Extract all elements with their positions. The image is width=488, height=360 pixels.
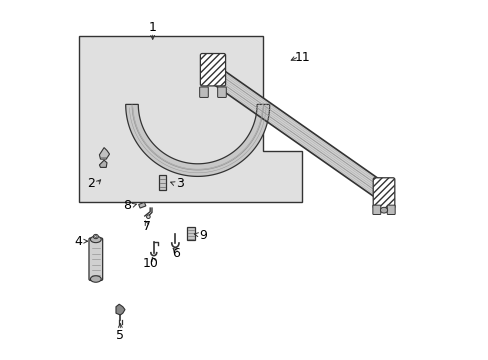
Text: 9: 9 bbox=[199, 229, 206, 242]
FancyBboxPatch shape bbox=[372, 205, 380, 215]
Polygon shape bbox=[99, 148, 109, 159]
Polygon shape bbox=[139, 202, 145, 208]
Polygon shape bbox=[125, 104, 269, 176]
Ellipse shape bbox=[380, 207, 387, 213]
FancyBboxPatch shape bbox=[372, 178, 394, 208]
FancyBboxPatch shape bbox=[159, 175, 165, 190]
Text: 7: 7 bbox=[143, 220, 151, 233]
Text: 6: 6 bbox=[172, 247, 180, 260]
Polygon shape bbox=[207, 66, 388, 200]
Ellipse shape bbox=[146, 215, 150, 219]
Ellipse shape bbox=[90, 276, 101, 282]
FancyBboxPatch shape bbox=[217, 87, 226, 98]
Text: 4: 4 bbox=[74, 235, 82, 248]
FancyBboxPatch shape bbox=[186, 227, 194, 240]
FancyBboxPatch shape bbox=[89, 238, 102, 280]
Text: 1: 1 bbox=[148, 21, 156, 33]
Text: 10: 10 bbox=[142, 257, 159, 270]
FancyBboxPatch shape bbox=[386, 205, 394, 215]
FancyBboxPatch shape bbox=[199, 87, 208, 98]
Text: 11: 11 bbox=[294, 51, 309, 64]
Text: 3: 3 bbox=[175, 177, 183, 190]
Text: 8: 8 bbox=[123, 199, 131, 212]
Ellipse shape bbox=[93, 234, 98, 239]
Text: 5: 5 bbox=[116, 329, 124, 342]
Polygon shape bbox=[116, 304, 125, 315]
Polygon shape bbox=[79, 36, 302, 202]
Ellipse shape bbox=[90, 236, 101, 243]
Text: 2: 2 bbox=[87, 177, 95, 190]
Ellipse shape bbox=[95, 236, 97, 238]
FancyBboxPatch shape bbox=[200, 54, 225, 86]
Polygon shape bbox=[99, 160, 107, 167]
